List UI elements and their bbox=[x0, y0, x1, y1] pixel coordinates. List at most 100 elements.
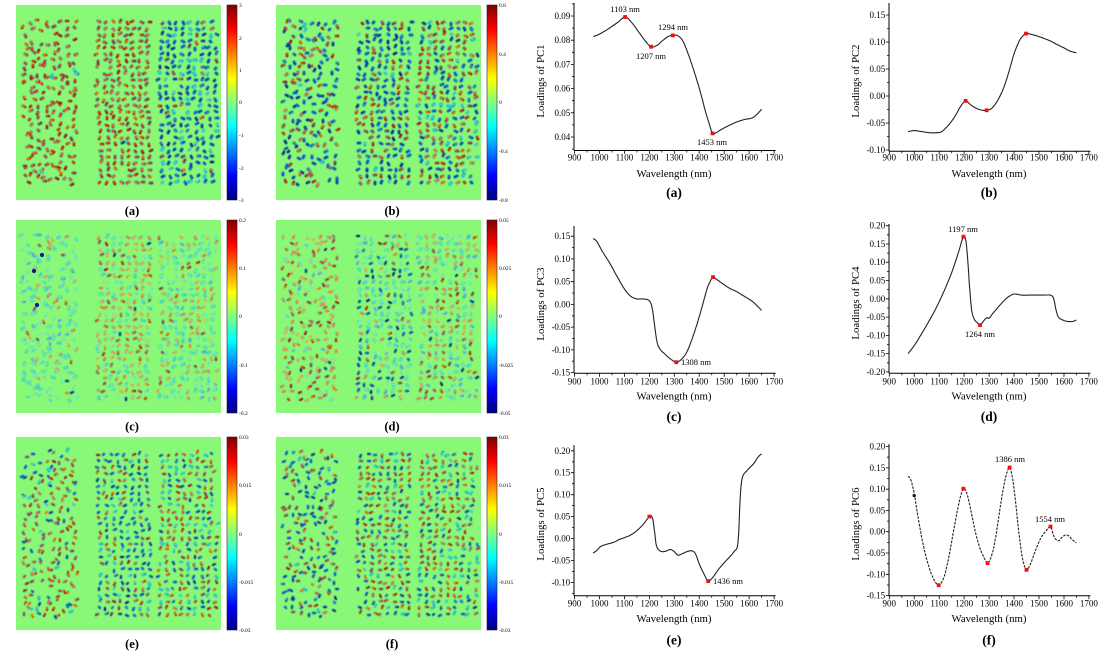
svg-text:1600: 1600 bbox=[1055, 153, 1074, 163]
svg-text:1200: 1200 bbox=[640, 599, 659, 609]
svg-text:1600: 1600 bbox=[740, 153, 759, 163]
svg-text:1197 nm: 1197 nm bbox=[948, 224, 978, 234]
svg-text:-0.05: -0.05 bbox=[866, 548, 885, 558]
svg-text:0: 0 bbox=[239, 314, 242, 320]
svg-text:0: 0 bbox=[239, 532, 242, 538]
svg-text:1300: 1300 bbox=[980, 599, 999, 609]
svg-text:-0.10: -0.10 bbox=[551, 345, 570, 355]
svg-text:0.03: 0.03 bbox=[499, 435, 509, 441]
svg-text:1600: 1600 bbox=[1055, 599, 1074, 609]
svg-text:0.15: 0.15 bbox=[554, 231, 570, 241]
svg-text:0.03: 0.03 bbox=[239, 435, 249, 441]
svg-text:1308 nm: 1308 nm bbox=[681, 357, 711, 367]
svg-text:1100: 1100 bbox=[616, 599, 634, 609]
svg-text:1400: 1400 bbox=[690, 599, 709, 609]
svg-text:0.04: 0.04 bbox=[554, 132, 570, 142]
svg-text:(e): (e) bbox=[667, 633, 682, 648]
svg-text:-0.10: -0.10 bbox=[866, 569, 885, 579]
svg-text:-0.8: -0.8 bbox=[499, 198, 508, 204]
svg-text:1: 1 bbox=[239, 68, 242, 74]
svg-text:(f): (f) bbox=[386, 637, 399, 651]
svg-text:-0.4: -0.4 bbox=[499, 149, 508, 155]
svg-text:-1: -1 bbox=[239, 133, 244, 139]
svg-text:1400: 1400 bbox=[690, 153, 709, 163]
svg-text:1300: 1300 bbox=[980, 153, 999, 163]
svg-text:0.00: 0.00 bbox=[869, 527, 885, 537]
svg-text:Wavelength (nm): Wavelength (nm) bbox=[952, 613, 1027, 625]
svg-text:0.05: 0.05 bbox=[554, 277, 570, 287]
svg-text:Loadings of PC1: Loadings of PC1 bbox=[535, 44, 547, 117]
svg-text:1500: 1500 bbox=[715, 599, 734, 609]
svg-text:Loadings of PC4: Loadings of PC4 bbox=[850, 266, 862, 340]
svg-text:1100: 1100 bbox=[616, 377, 634, 387]
svg-text:0.05: 0.05 bbox=[499, 218, 509, 224]
svg-text:0.05: 0.05 bbox=[869, 64, 885, 74]
svg-text:(b): (b) bbox=[981, 185, 998, 200]
svg-text:-0.03: -0.03 bbox=[499, 628, 511, 634]
svg-text:(c): (c) bbox=[125, 420, 139, 434]
svg-text:Wavelength (nm): Wavelength (nm) bbox=[637, 613, 712, 625]
svg-text:Loadings of PC6: Loadings of PC6 bbox=[850, 487, 862, 561]
svg-text:Wavelength (nm): Wavelength (nm) bbox=[637, 168, 712, 180]
svg-text:-0.015: -0.015 bbox=[499, 580, 513, 586]
svg-text:900: 900 bbox=[883, 153, 897, 163]
svg-text:(c): (c) bbox=[667, 409, 682, 424]
svg-text:0.00: 0.00 bbox=[554, 299, 570, 309]
svg-text:900: 900 bbox=[883, 377, 897, 387]
svg-text:900: 900 bbox=[568, 153, 582, 163]
svg-text:1100: 1100 bbox=[930, 377, 948, 387]
svg-text:0: 0 bbox=[499, 100, 502, 106]
svg-text:1400: 1400 bbox=[1005, 377, 1024, 387]
svg-text:1200: 1200 bbox=[640, 377, 659, 387]
svg-text:0: 0 bbox=[239, 100, 242, 106]
svg-text:1200: 1200 bbox=[955, 377, 974, 387]
svg-text:0.07: 0.07 bbox=[554, 59, 570, 69]
svg-text:-0.05: -0.05 bbox=[866, 118, 885, 128]
svg-text:1300: 1300 bbox=[665, 153, 684, 163]
svg-text:Loadings of PC2: Loadings of PC2 bbox=[850, 44, 862, 117]
svg-text:-0.20: -0.20 bbox=[866, 367, 885, 377]
svg-text:1386 nm: 1386 nm bbox=[995, 454, 1025, 464]
svg-text:0.05: 0.05 bbox=[554, 512, 570, 522]
svg-text:0.00: 0.00 bbox=[869, 294, 885, 304]
svg-text:1600: 1600 bbox=[1055, 377, 1074, 387]
svg-text:1100: 1100 bbox=[616, 153, 634, 163]
svg-text:-0.10: -0.10 bbox=[551, 577, 570, 587]
svg-text:0.00: 0.00 bbox=[554, 534, 570, 544]
svg-text:0.06: 0.06 bbox=[554, 84, 570, 94]
svg-text:-0.015: -0.015 bbox=[239, 580, 253, 586]
svg-text:-0.05: -0.05 bbox=[866, 312, 885, 322]
svg-text:0.015: 0.015 bbox=[499, 483, 512, 489]
svg-text:0.10: 0.10 bbox=[554, 254, 570, 264]
svg-text:2: 2 bbox=[239, 36, 242, 42]
svg-text:900: 900 bbox=[883, 599, 897, 609]
svg-text:1500: 1500 bbox=[715, 377, 734, 387]
svg-text:1000: 1000 bbox=[905, 377, 924, 387]
svg-text:1000: 1000 bbox=[591, 153, 610, 163]
svg-text:-0.03: -0.03 bbox=[239, 628, 251, 634]
svg-text:0.08: 0.08 bbox=[554, 35, 570, 45]
svg-text:1207 nm: 1207 nm bbox=[636, 51, 666, 61]
svg-text:0.8: 0.8 bbox=[499, 3, 506, 9]
svg-text:0.05: 0.05 bbox=[554, 108, 570, 118]
svg-text:-0.05: -0.05 bbox=[551, 322, 570, 332]
svg-text:0.2: 0.2 bbox=[239, 218, 246, 224]
svg-text:1200: 1200 bbox=[955, 599, 974, 609]
svg-text:0.025: 0.025 bbox=[499, 266, 512, 272]
svg-text:0.05: 0.05 bbox=[869, 506, 885, 516]
svg-text:0.15: 0.15 bbox=[869, 10, 885, 20]
svg-text:1700: 1700 bbox=[1080, 599, 1099, 609]
svg-text:-0.05: -0.05 bbox=[499, 411, 511, 417]
svg-text:900: 900 bbox=[568, 599, 582, 609]
svg-text:1100: 1100 bbox=[930, 153, 948, 163]
svg-text:(a): (a) bbox=[666, 185, 682, 200]
svg-text:1294 nm: 1294 nm bbox=[658, 22, 688, 32]
svg-text:1264 nm: 1264 nm bbox=[965, 329, 995, 339]
svg-text:-2: -2 bbox=[239, 166, 244, 172]
svg-text:Wavelength (nm): Wavelength (nm) bbox=[952, 391, 1027, 403]
svg-text:1200: 1200 bbox=[955, 153, 974, 163]
svg-text:0.4: 0.4 bbox=[499, 52, 506, 58]
svg-text:-0.10: -0.10 bbox=[866, 145, 885, 155]
svg-text:1500: 1500 bbox=[715, 153, 734, 163]
svg-text:1700: 1700 bbox=[765, 153, 784, 163]
